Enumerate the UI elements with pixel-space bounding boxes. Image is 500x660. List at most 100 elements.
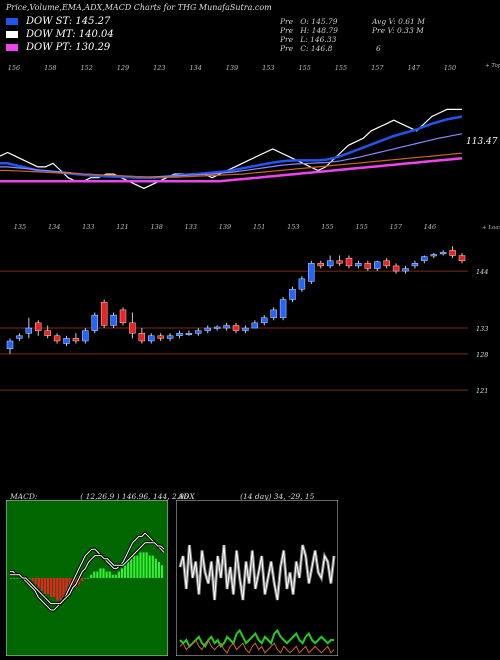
- macd-histogram-bar: [114, 574, 117, 578]
- ema-top-tick-label: 139: [226, 64, 238, 72]
- macd-histogram-bar: [43, 578, 47, 594]
- candle-top-tick-label: 155: [355, 223, 367, 231]
- legend-swatch: [6, 18, 18, 25]
- candle-body: [458, 255, 466, 261]
- ema-top-tick-label: 155: [298, 64, 310, 72]
- candle-body: [421, 256, 428, 261]
- macd-histogram-bar: [62, 578, 65, 598]
- candle-body: [364, 263, 372, 269]
- candle-body: [16, 335, 23, 339]
- macd-histogram-bar: [46, 578, 50, 594]
- ema-top-tick-label: 155: [335, 64, 347, 72]
- legend-label: DOW ST: 145.27: [26, 16, 111, 27]
- prev-volume: Pre V: 0.33 M: [372, 26, 424, 35]
- legend-dow-pt: DOW PT: 130.29: [6, 42, 110, 53]
- candle-top-tick-label: 151: [253, 223, 265, 231]
- candle-top-tick-label: 133: [82, 223, 94, 231]
- candle-body: [374, 261, 381, 269]
- candle-body: [157, 335, 164, 339]
- candle-body: [251, 322, 259, 329]
- candle-body: [345, 257, 353, 267]
- candle-body: [91, 314, 98, 331]
- candle-body: [44, 330, 51, 337]
- macd-histogram-bar: [40, 578, 43, 591]
- macd-histogram-bar: [19, 578, 22, 579]
- candle-body: [176, 333, 183, 337]
- macd-histogram-bar: [31, 578, 34, 582]
- candle-top-tick-label: 155: [321, 223, 333, 231]
- macd-histogram-bar: [56, 578, 59, 601]
- ema-top-tick-label: 157: [371, 64, 384, 72]
- macd-histogram-bar: [133, 555, 136, 578]
- ohlc-high: Pre H: 148.79: [280, 26, 338, 35]
- macd-histogram-bar: [13, 578, 16, 579]
- ema-top-tick-label: 152: [80, 64, 92, 72]
- candle-body: [35, 322, 42, 331]
- candle-body: [279, 299, 287, 318]
- macd-histogram-bar: [65, 578, 68, 598]
- macd-histogram-bar: [160, 565, 164, 578]
- candle-body: [119, 309, 127, 324]
- ema-series-line: [0, 152, 463, 178]
- macd-signal-line: [10, 542, 165, 605]
- candle-body: [6, 340, 14, 349]
- macd-histogram-bar: [50, 578, 53, 598]
- ema-top-tick-label: 153: [262, 64, 274, 72]
- macd-histogram-bar: [130, 558, 133, 578]
- macd-histogram-bar: [102, 568, 105, 578]
- ema-top-tick-label: 156: [8, 64, 20, 72]
- ema-top-tick-label: 134: [189, 64, 201, 72]
- ema-top-tick-label: 129: [117, 64, 129, 72]
- candle-body: [82, 330, 89, 342]
- candle-top-tick-label: 138: [150, 223, 162, 231]
- ohlc-open: Pre O: 145.79: [280, 17, 338, 26]
- ema-top-tick-label: 150: [444, 64, 456, 72]
- macd-histogram-bar: [142, 552, 145, 578]
- macd-histogram-bar: [139, 552, 142, 578]
- macd-histogram-bar: [37, 578, 40, 588]
- ema-series-line: [0, 156, 463, 183]
- candle-body: [185, 333, 193, 335]
- candle-body: [308, 263, 315, 282]
- macd-header: MACD: ( 12,26,9 ) 146.96, 144, 2.96: [10, 492, 189, 501]
- adx-header: ADX (14 day) 34, -29, 15: [178, 492, 315, 501]
- candle-body: [270, 309, 277, 318]
- macd-histogram-bar: [123, 565, 127, 578]
- macd-histogram-bar: [93, 571, 96, 578]
- candle-body: [289, 288, 296, 300]
- ohlc-close: Pre C: 146.8: [280, 44, 333, 53]
- candle-body: [213, 326, 221, 329]
- price-level-label: 128: [476, 351, 488, 359]
- macd-histogram-bar: [59, 578, 62, 601]
- legend-swatch: [6, 31, 18, 38]
- candle-body: [261, 317, 268, 324]
- macd-line: [10, 532, 165, 611]
- macd-histogram-bar: [145, 552, 148, 578]
- candle-body: [449, 250, 456, 256]
- macd-histogram-bar: [80, 578, 84, 582]
- macd-histogram-bar: [53, 578, 56, 598]
- candle-body: [242, 327, 249, 331]
- macd-histogram-bar: [111, 574, 114, 578]
- ema-top-tick-label: 147: [407, 64, 420, 72]
- macd-histogram-bar: [99, 568, 102, 578]
- macd-histogram-bar: [117, 571, 120, 578]
- ohlc-low: Pre L: 146.33: [280, 35, 337, 44]
- candle-body: [298, 278, 306, 290]
- candle-body: [326, 260, 334, 267]
- candle-body: [402, 268, 409, 272]
- adx-series-line: [179, 628, 334, 649]
- macd-histogram-bar: [16, 578, 19, 579]
- candle-top-tick-label: 133: [185, 223, 197, 231]
- candle-top-tick-label: 134: [48, 223, 60, 231]
- adx-chart: [176, 500, 338, 656]
- candle-body: [223, 325, 230, 329]
- macd-histogram-bar: [127, 562, 130, 578]
- candle-body: [204, 327, 211, 331]
- adx-series-line: [179, 639, 335, 654]
- candle-body: [430, 254, 437, 257]
- candle-body: [392, 265, 400, 272]
- candle-body: [25, 327, 33, 334]
- price-level-label: 144: [476, 268, 488, 276]
- candle-body: [63, 338, 70, 344]
